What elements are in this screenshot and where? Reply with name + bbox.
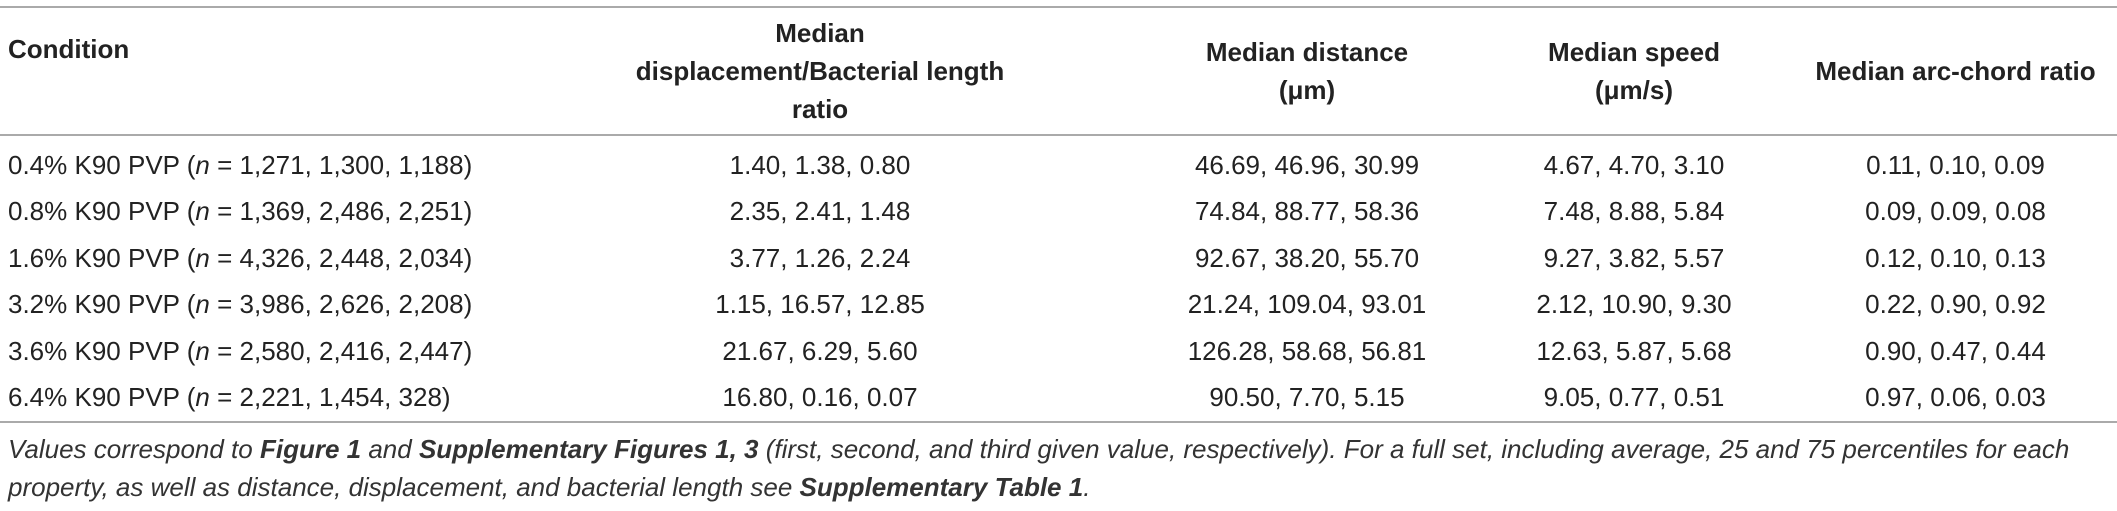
- table-row: 0.4% K90 PVP (n = 1,271, 1,300, 1,188) 1.…: [0, 135, 2117, 189]
- condition-cell: 0.4% K90 PVP (n = 1,271, 1,300, 1,188): [0, 135, 540, 189]
- value-cell: 2.12, 10.90, 9.30: [1536, 289, 1732, 320]
- condition-cell: 3.2% K90 PVP (n = 3,986, 2,626, 2,208): [0, 282, 540, 329]
- value-cell: 1.40, 1.38, 0.80: [729, 149, 911, 180]
- n-symbol: n: [195, 242, 210, 273]
- n-symbol: n: [195, 335, 210, 366]
- value-cell: 4.67, 4.70, 3.10: [1543, 149, 1725, 180]
- column-header: Median displacement/Bacterial length rat…: [635, 18, 1005, 124]
- column-header: Median distance (μm): [1205, 37, 1409, 105]
- n-symbol: n: [195, 149, 210, 180]
- value-cell: 3.77, 1.26, 2.24: [729, 242, 911, 273]
- value-cell: 21.67, 6.29, 5.60: [722, 335, 918, 366]
- value-cell: 1.15, 16.57, 12.85: [715, 289, 925, 320]
- n-symbol: n: [195, 382, 210, 413]
- condition-text: 0.8% K90 PVP (: [8, 196, 196, 227]
- table-row: 3.6% K90 PVP (n = 2,580, 2,416, 2,447) 21…: [0, 328, 2117, 375]
- header-row: Condition Median displacement/Bacterial l…: [0, 7, 2117, 135]
- table-body: 0.4% K90 PVP (n = 1,271, 1,300, 1,188) 1.…: [0, 135, 2117, 422]
- value-cell: 90.50, 7.70, 5.15: [1209, 382, 1405, 413]
- footnote-text: (first, second, and third given value, r…: [8, 434, 2070, 502]
- data-table: Condition Median displacement/Bacterial l…: [0, 6, 2117, 423]
- value-cell: 2.35, 2.41, 1.48: [729, 196, 911, 227]
- value-cell: 126.28, 58.68, 56.81: [1187, 335, 1427, 366]
- condition-text: 0.4% K90 PVP (: [8, 149, 196, 180]
- footnote-text: Supplementary Figures 1, 3: [418, 434, 759, 464]
- condition-text: 3.6% K90 PVP (: [8, 335, 196, 366]
- column-header: Median speed (μm/s): [1548, 37, 1720, 105]
- value-cell: 9.05, 0.77, 0.51: [1543, 382, 1725, 413]
- value-cell: 0.11, 0.10, 0.09: [1866, 149, 2045, 180]
- value-cell: 16.80, 0.16, 0.07: [722, 382, 918, 413]
- value-cell: 0.97, 0.06, 0.03: [1865, 382, 2046, 413]
- condition-text: = 4,326, 2,448, 2,034): [209, 242, 473, 273]
- column-header: Condition: [8, 34, 130, 64]
- footnote-text: and: [361, 434, 419, 464]
- footnote-text: .: [1083, 472, 1091, 502]
- condition-text: 6.4% K90 PVP (: [8, 382, 196, 413]
- condition-text: 3.2% K90 PVP (: [8, 289, 196, 320]
- footnote: Values correspond to Figure 1 and Supple…: [8, 430, 2113, 506]
- condition-text: = 2,580, 2,416, 2,447): [209, 335, 473, 366]
- footnote-text: Supplementary Table 1: [799, 472, 1084, 502]
- table-row: 0.8% K90 PVP (n = 1,369, 2,486, 2,251) 2.…: [0, 189, 2117, 236]
- table-row: 6.4% K90 PVP (n = 2,221, 1,454, 328) 16.8…: [0, 375, 2117, 423]
- value-cell: 0.12, 0.10, 0.13: [1865, 242, 2046, 273]
- value-cell: 46.69, 46.96, 30.99: [1194, 149, 1420, 180]
- n-symbol: n: [195, 196, 210, 227]
- condition-cell: 1.6% K90 PVP (n = 4,326, 2,448, 2,034): [0, 235, 540, 282]
- condition-text: = 2,221, 1,454, 328): [209, 382, 451, 413]
- value-cell: 92.67, 38.20, 55.70: [1194, 242, 1420, 273]
- n-symbol: n: [195, 289, 210, 320]
- column-header: Median arc-chord ratio: [1815, 56, 2096, 86]
- condition-cell: 3.6% K90 PVP (n = 2,580, 2,416, 2,447): [0, 328, 540, 375]
- condition-text: = 3,986, 2,626, 2,208): [209, 289, 473, 320]
- value-cell: 21.24, 109.04, 93.01: [1187, 289, 1427, 320]
- footnote-text: Figure 1: [259, 434, 362, 464]
- condition-text: = 1,369, 2,486, 2,251): [209, 196, 473, 227]
- condition-text: = 1,271, 1,300, 1,188): [209, 149, 473, 180]
- table-row: 3.2% K90 PVP (n = 3,986, 2,626, 2,208) 1.…: [0, 282, 2117, 329]
- table-row: 1.6% K90 PVP (n = 4,326, 2,448, 2,034) 3.…: [0, 235, 2117, 282]
- value-cell: 0.22, 0.90, 0.92: [1865, 289, 2046, 320]
- condition-text: 1.6% K90 PVP (: [8, 242, 196, 273]
- value-cell: 12.63, 5.87, 5.68: [1536, 335, 1732, 366]
- condition-cell: 6.4% K90 PVP (n = 2,221, 1,454, 328): [0, 375, 540, 423]
- value-cell: 74.84, 88.77, 58.36: [1194, 196, 1420, 227]
- value-cell: 0.90, 0.47, 0.44: [1865, 335, 2046, 366]
- footnote-text: Values correspond to: [8, 434, 260, 464]
- value-cell: 7.48, 8.88, 5.84: [1543, 196, 1725, 227]
- value-cell: 0.09, 0.09, 0.08: [1865, 196, 2046, 227]
- condition-cell: 0.8% K90 PVP (n = 1,369, 2,486, 2,251): [0, 189, 540, 236]
- value-cell: 9.27, 3.82, 5.57: [1543, 242, 1725, 273]
